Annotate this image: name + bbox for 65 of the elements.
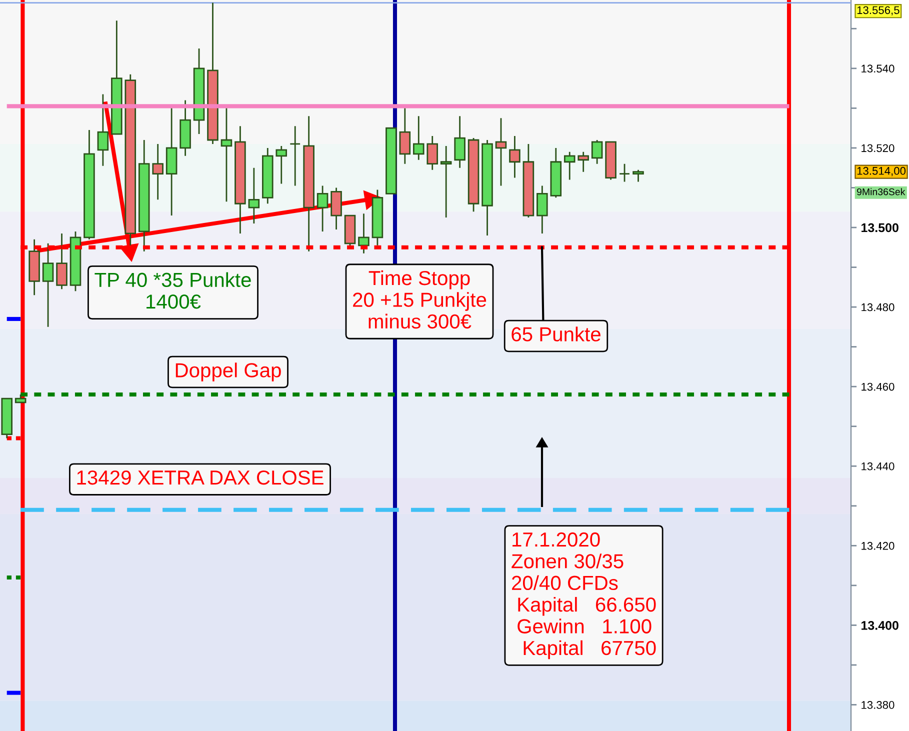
candlestick	[372, 189, 384, 246]
candlestick	[70, 230, 82, 292]
candlestick	[262, 147, 274, 204]
candlestick	[276, 145, 288, 184]
candlestick	[234, 125, 246, 234]
annotation: Doppel Gap	[176, 362, 281, 382]
candlestick	[522, 143, 534, 218]
candlestick	[193, 48, 205, 135]
candlestick	[440, 145, 452, 218]
y-tick-label: 13.400	[862, 621, 898, 630]
candlestick	[495, 117, 507, 186]
candlestick	[413, 115, 424, 161]
candlestick	[84, 129, 95, 240]
candlestick	[207, 2, 218, 145]
candlestick	[138, 139, 150, 252]
candlestick	[42, 242, 54, 328]
candlestick	[426, 135, 438, 171]
annotation: Time Stopp 20 +15 Punkjte minus 300€	[353, 270, 486, 329]
y-tick-label: 13.440	[862, 462, 894, 470]
candlestick	[1, 398, 12, 439]
y-tick-label: 13.500	[862, 223, 898, 232]
candlestick	[632, 169, 644, 182]
ref-line-label: 13.556,5	[857, 6, 900, 16]
candlestick	[97, 94, 109, 167]
candlestick	[386, 127, 397, 194]
candlestick	[454, 115, 466, 169]
candlestick	[303, 115, 314, 252]
candlestick	[536, 185, 548, 234]
candlestick	[344, 214, 356, 248]
candlestick	[399, 107, 411, 165]
candlestick	[618, 163, 630, 182]
candlestick	[289, 125, 301, 186]
annotation: TP 40 *35 Punkte 1400€	[94, 272, 251, 309]
candlestick	[56, 232, 68, 290]
y-tick-label: 13.540	[862, 64, 894, 73]
candlestick	[124, 74, 136, 248]
candlestick	[111, 20, 122, 135]
candlestick	[166, 107, 178, 216]
candlestick	[330, 187, 342, 230]
annotation: 17.1.2020 Zonen 30/35 20/40 CFDs Kapital 66.650 Gewinn 1.100 Kapital 67750	[512, 532, 656, 660]
y-tick-label: 13.420	[862, 542, 894, 550]
annotation: 13429 XETRA DAX CLOSE	[77, 470, 324, 485]
candlestick	[152, 143, 164, 200]
y-tick-label: 13.480	[862, 303, 894, 312]
candlestick	[550, 147, 562, 198]
y-tick-label: 13.520	[862, 144, 894, 152]
candlestick	[28, 238, 40, 296]
candlestick	[14, 394, 26, 404]
candlestick	[564, 151, 576, 180]
candlestick	[482, 139, 493, 236]
candlestick	[180, 100, 191, 157]
y-tick-label: 13.460	[862, 382, 894, 391]
candlestick	[358, 212, 370, 254]
y-tick-label: 13.380	[862, 701, 894, 709]
text: 13.514,00	[857, 166, 906, 176]
candlestick	[578, 151, 589, 173]
candlestick	[509, 135, 520, 178]
candlestick	[591, 139, 603, 165]
candlestick	[220, 107, 232, 202]
candlestick	[605, 141, 616, 180]
annotation: 65 Punkte	[512, 326, 600, 342]
candlestick	[316, 185, 328, 232]
text: 9Min36Sek	[857, 188, 906, 196]
candlestick	[468, 137, 480, 212]
candlestick	[248, 167, 260, 224]
